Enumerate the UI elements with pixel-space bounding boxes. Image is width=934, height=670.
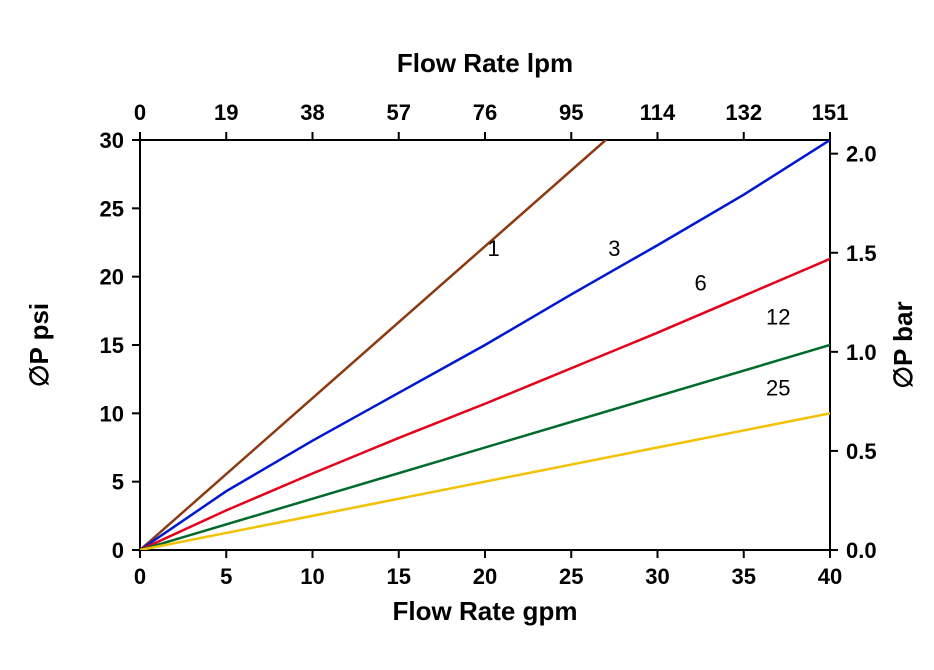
- x-bottom-tick-label: 15: [387, 564, 411, 589]
- y-right-axis-title: ∅P bar: [888, 301, 918, 388]
- y-left-tick-label: 10: [100, 401, 124, 426]
- y-left-tick-label: 20: [100, 265, 124, 290]
- x-bottom-tick-label: 20: [473, 564, 497, 589]
- chart-svg: 0510152025303540019385776951141321510510…: [0, 0, 934, 670]
- y-right-tick-label: 1.0: [846, 340, 877, 365]
- series-label-25: 25: [766, 376, 790, 401]
- x-bottom-axis-title: Flow Rate gpm: [393, 596, 578, 626]
- x-bottom-tick-label: 5: [220, 564, 232, 589]
- x-top-tick-label: 19: [214, 100, 238, 125]
- y-right-tick-label: 0.0: [846, 538, 877, 563]
- x-bottom-tick-label: 10: [300, 564, 324, 589]
- x-top-tick-label: 132: [725, 100, 762, 125]
- series-label-6: 6: [695, 270, 707, 295]
- y-left-tick-label: 15: [100, 333, 124, 358]
- y-right-tick-label: 2.0: [846, 142, 877, 167]
- x-bottom-tick-label: 40: [818, 564, 842, 589]
- x-top-tick-label: 0: [134, 100, 146, 125]
- series-label-12: 12: [766, 305, 790, 330]
- x-top-tick-label: 114: [640, 100, 676, 125]
- y-left-tick-label: 0: [112, 538, 124, 563]
- y-left-tick-label: 25: [100, 196, 124, 221]
- x-top-tick-label: 151: [812, 100, 849, 125]
- x-top-axis-title: Flow Rate lpm: [397, 48, 573, 78]
- y-left-tick-label: 5: [112, 470, 124, 495]
- x-bottom-tick-label: 25: [559, 564, 583, 589]
- y-left-axis-title: ∅P psi: [24, 303, 54, 387]
- x-top-tick-label: 76: [473, 100, 497, 125]
- series-label-1: 1: [488, 236, 500, 261]
- x-bottom-tick-label: 0: [134, 564, 146, 589]
- x-top-tick-label: 38: [300, 100, 324, 125]
- series-label-3: 3: [608, 236, 620, 261]
- x-top-tick-label: 57: [387, 100, 411, 125]
- y-left-tick-label: 30: [100, 128, 124, 153]
- y-right-tick-label: 1.5: [846, 241, 877, 266]
- pressure-flow-chart: 0510152025303540019385776951141321510510…: [0, 0, 934, 670]
- y-right-tick-label: 0.5: [846, 439, 877, 464]
- x-top-tick-label: 95: [559, 100, 583, 125]
- x-bottom-tick-label: 35: [732, 564, 756, 589]
- x-bottom-tick-label: 30: [645, 564, 669, 589]
